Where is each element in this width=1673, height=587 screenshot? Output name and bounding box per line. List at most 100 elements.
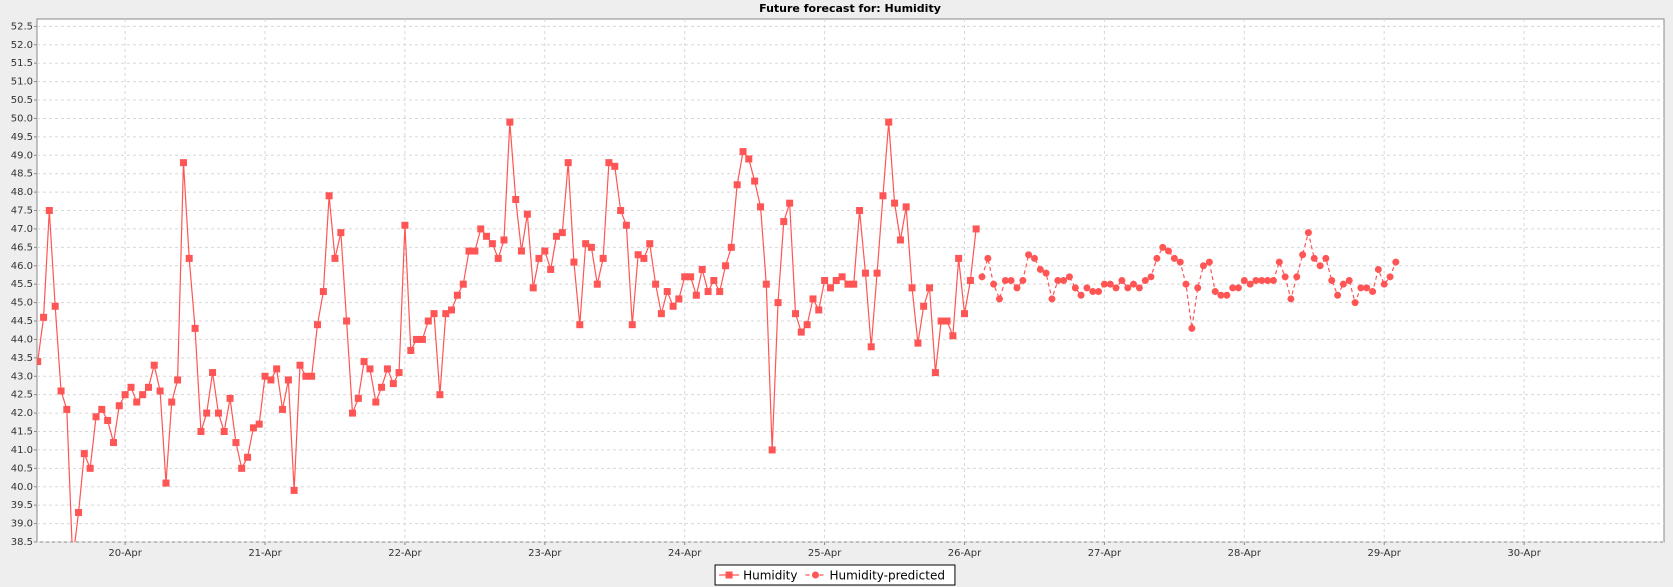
point	[1229, 284, 1237, 292]
point	[891, 199, 899, 207]
y-tick-label: 52.5	[11, 21, 33, 32]
point	[622, 221, 630, 229]
point	[725, 571, 733, 579]
point	[86, 464, 94, 472]
point	[104, 416, 112, 424]
point	[383, 365, 391, 373]
point	[249, 424, 257, 432]
point	[418, 335, 426, 343]
point	[1147, 273, 1155, 281]
point	[197, 428, 205, 436]
point	[1252, 277, 1260, 284]
point	[1013, 284, 1021, 292]
x-tick-label: 25-Apr	[808, 548, 842, 559]
point	[348, 409, 356, 417]
point	[768, 446, 776, 454]
y-tick-label: 45.0	[11, 298, 33, 309]
point	[547, 265, 555, 273]
point	[75, 509, 83, 517]
point	[1293, 273, 1301, 281]
point	[389, 380, 397, 388]
point	[343, 317, 351, 325]
point	[529, 284, 537, 292]
point	[436, 391, 444, 399]
y-tick-label: 42.5	[11, 390, 33, 401]
point	[1217, 291, 1225, 299]
point	[1246, 280, 1254, 288]
point	[1118, 277, 1126, 284]
point	[576, 321, 584, 329]
y-tick-label: 43.0	[11, 371, 33, 382]
y-tick-label: 44.5	[11, 316, 33, 327]
point	[144, 383, 152, 391]
point	[80, 450, 88, 458]
point	[832, 277, 840, 284]
point	[494, 254, 502, 262]
point	[739, 148, 747, 156]
point	[1269, 277, 1277, 284]
point	[1316, 262, 1324, 270]
point	[1100, 280, 1108, 288]
point	[1380, 280, 1388, 288]
point	[1007, 277, 1015, 284]
y-tick-label: 39.5	[11, 500, 33, 511]
point	[255, 420, 263, 428]
point	[1304, 229, 1312, 237]
point	[861, 269, 869, 277]
point	[663, 288, 671, 296]
point	[488, 240, 496, 248]
y-tick-label: 38.5	[11, 537, 33, 548]
point	[302, 372, 310, 380]
point	[1339, 280, 1347, 288]
point	[704, 288, 712, 296]
point	[40, 313, 48, 321]
point	[1124, 284, 1132, 292]
point	[360, 358, 368, 366]
point	[482, 232, 490, 240]
point	[523, 210, 531, 218]
point	[1019, 277, 1027, 284]
point	[1130, 280, 1138, 288]
point	[995, 295, 1003, 303]
point	[448, 306, 456, 314]
point	[232, 439, 240, 447]
point	[69, 557, 76, 564]
point	[110, 439, 118, 447]
point	[92, 413, 100, 421]
point	[669, 302, 677, 310]
point	[308, 372, 316, 380]
point	[692, 291, 700, 299]
point	[1234, 284, 1242, 292]
y-tick-label: 49.0	[11, 150, 33, 161]
point	[937, 317, 945, 325]
y-tick-label: 47.5	[11, 206, 33, 217]
point	[896, 236, 904, 244]
x-tick-label: 21-Apr	[248, 548, 282, 559]
point	[593, 280, 601, 288]
point	[1060, 277, 1068, 284]
y-tick-label: 46.5	[11, 242, 33, 253]
point	[238, 464, 246, 472]
legend: Humidity Humidity-predicted	[714, 564, 956, 586]
point	[570, 258, 578, 266]
point	[1264, 277, 1272, 284]
point	[1322, 254, 1330, 262]
point	[908, 284, 916, 292]
y-tick-label: 50.0	[11, 113, 33, 124]
point	[617, 207, 625, 215]
x-tick-label: 23-Apr	[528, 548, 562, 559]
point	[885, 118, 893, 126]
y-tick-label: 46.0	[11, 261, 33, 272]
point	[1089, 288, 1097, 296]
point	[1182, 280, 1190, 288]
point	[1112, 284, 1120, 292]
point	[535, 254, 543, 262]
point	[1258, 277, 1266, 284]
point	[395, 369, 403, 377]
point	[797, 328, 805, 336]
y-tick-label: 50.5	[11, 95, 33, 106]
point	[1083, 284, 1091, 292]
point	[1025, 251, 1033, 259]
point	[926, 284, 934, 292]
x-tick-label: 27-Apr	[1088, 548, 1122, 559]
